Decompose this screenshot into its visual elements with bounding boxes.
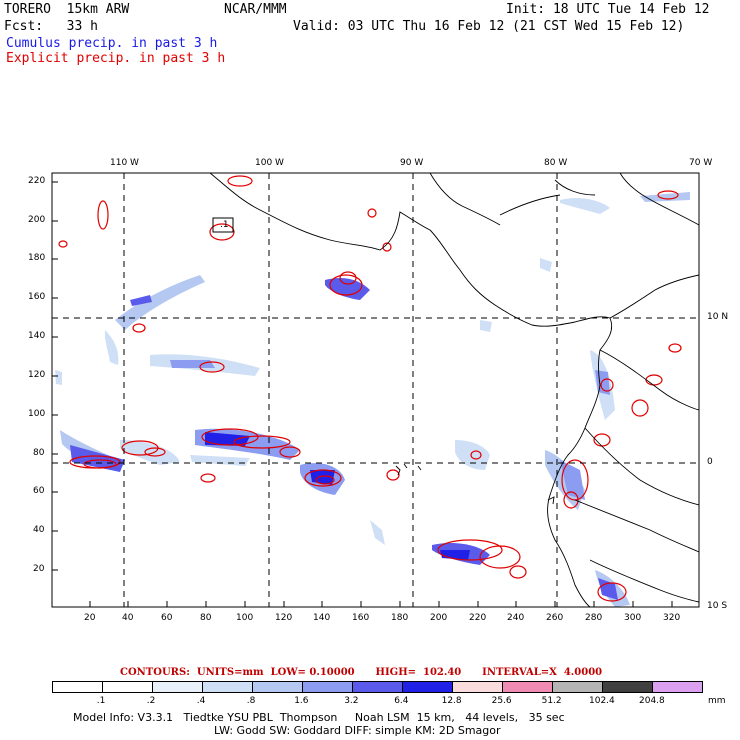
colorbar-swatch	[352, 681, 403, 693]
colorbar-unit: mm	[708, 696, 726, 706]
annotation-box-label: .1	[220, 220, 229, 230]
x-tick: 220	[469, 613, 487, 623]
cumulus-precip-shading	[55, 192, 690, 607]
colorbar-swatch	[102, 681, 153, 693]
colorbar-swatch	[602, 681, 653, 693]
y-tick: 20	[33, 564, 45, 574]
colorbar-swatch	[52, 681, 103, 693]
y-tick: 100	[28, 409, 46, 419]
axis-ticks	[52, 181, 673, 607]
x-tick: 120	[275, 613, 293, 623]
model-info-line2: LW: Godd SW: Goddard DIFF: simple KM: 2D…	[214, 724, 501, 737]
x-tick: 40	[122, 613, 134, 623]
x-tick: 140	[313, 613, 331, 623]
explicit-field-label: Explicit precip. in past 3 h	[6, 51, 226, 66]
colorbar-swatch	[202, 681, 253, 693]
x-tick: 260	[546, 613, 564, 623]
y-tick: 40	[33, 525, 45, 535]
latlon-grid	[52, 173, 699, 607]
coastlines	[209, 173, 699, 607]
colorbar-swatch	[552, 681, 603, 693]
y-tick: 120	[28, 370, 46, 380]
y-tick: 220	[28, 176, 46, 186]
y-tick: 140	[28, 331, 46, 341]
x-tick: 300	[624, 613, 642, 623]
x-tick: 80	[200, 613, 212, 623]
contour-info: CONTOURS: UNITS=mm LOW= 0.10000 HIGH= 10…	[120, 667, 603, 678]
annotation-box	[212, 217, 234, 233]
colorbar-tick-label: 51.2	[541, 696, 562, 706]
valid-time: Valid: 03 UTC Thu 16 Feb 12 (21 CST Wed …	[293, 19, 685, 34]
x-tick: 100	[236, 613, 254, 623]
colorbar-tick-label: .4	[196, 696, 206, 706]
x-tick: 60	[161, 613, 173, 623]
lat-label-0: 0	[707, 457, 713, 467]
colorbar-swatch	[402, 681, 453, 693]
model-title: TORERO 15km ARW	[4, 2, 130, 17]
colorbar-tick-label: .1	[96, 696, 106, 706]
lat-label-10n: 10 N	[707, 312, 729, 322]
colorbar-tick-label: 1.6	[294, 696, 309, 706]
org-label: NCAR/MMM	[224, 2, 287, 17]
lon-label-70w: 70 W	[689, 158, 713, 168]
y-tick: 160	[28, 292, 46, 302]
colorbar-swatch	[502, 681, 553, 693]
colorbar-swatch	[252, 681, 303, 693]
x-tick: 160	[352, 613, 370, 623]
lat-label-10s: 10 S	[707, 601, 728, 611]
colorbar-tick-label: 3.2	[344, 696, 359, 706]
colorbar-tick-label: 102.4	[589, 696, 615, 706]
y-tick: 80	[33, 448, 45, 458]
colorbar-tick-label: 12.8	[441, 696, 462, 706]
cumulus-field-label: Cumulus precip. in past 3 h	[6, 36, 218, 51]
lon-label-100w: 100 W	[255, 158, 284, 168]
colorbar-tick-label: .8	[246, 696, 256, 706]
lon-label-90w: 90 W	[400, 158, 424, 168]
x-tick: 200	[430, 613, 448, 623]
colorbar-swatch	[652, 681, 703, 693]
model-info-line1: Model Info: V3.3.1 Tiedtke YSU PBL Thomp…	[73, 711, 565, 724]
x-tick: 320	[663, 613, 681, 623]
y-tick: 180	[28, 253, 46, 263]
x-tick: 20	[84, 613, 96, 623]
x-tick: 280	[585, 613, 603, 623]
colorbar-tick-label: 204.8	[639, 696, 665, 706]
y-tick: 200	[28, 215, 46, 225]
colorbar-swatch	[302, 681, 353, 693]
forecast-hour: Fcst: 33 h	[4, 19, 98, 34]
x-tick: 240	[507, 613, 525, 623]
colorbar-tick-label: .2	[146, 696, 156, 706]
colorbar-tick-label: 25.6	[491, 696, 512, 706]
lon-label-110w: 110 W	[110, 158, 139, 168]
colorbar-tick-label: 6.4	[394, 696, 409, 706]
x-tick: 180	[391, 613, 409, 623]
colorbar-swatch	[152, 681, 203, 693]
y-tick: 60	[33, 486, 45, 496]
lon-label-80w: 80 W	[544, 158, 568, 168]
colorbar-swatch	[452, 681, 503, 693]
init-time: Init: 18 UTC Tue 14 Feb 12	[506, 2, 710, 17]
